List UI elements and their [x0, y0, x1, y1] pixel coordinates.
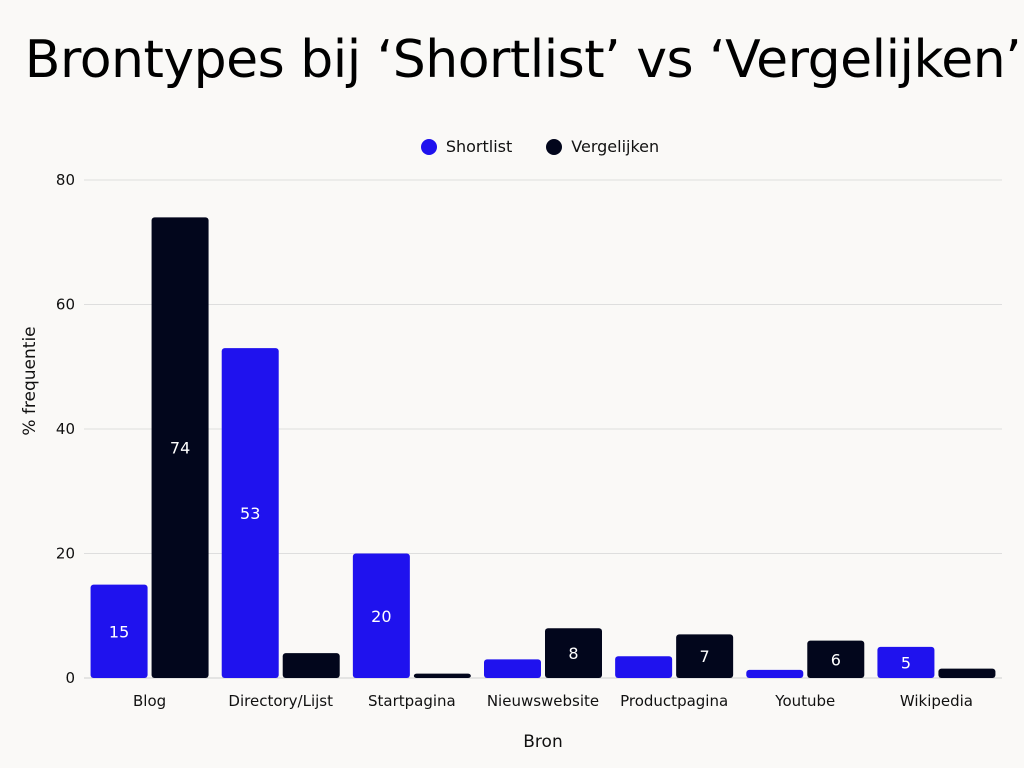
y-tick-label: 20 — [56, 545, 75, 563]
y-tick-label: 40 — [56, 420, 75, 438]
bar-vergelijken-wikipedia — [938, 668, 996, 678]
legend-item-shortlist: Shortlist — [420, 137, 513, 156]
bar-shortlist-productpagina — [615, 656, 673, 678]
legend-swatch-vergelijken — [546, 138, 563, 155]
bar-shortlist-youtube — [746, 669, 804, 678]
bar-vergelijken-blog — [151, 217, 209, 678]
y-tick-label: 60 — [56, 296, 75, 314]
bar-value-label: 20 — [371, 607, 391, 626]
legend-label-vergelijken: Vergelijken — [571, 137, 660, 156]
bar-value-label: 53 — [240, 504, 260, 523]
bar-shortlist-nieuwswebsite — [484, 659, 541, 678]
bar-value-label: 5 — [901, 653, 911, 672]
legend-item-vergelijken: Vergelijken — [546, 137, 659, 156]
bar-value-label: 7 — [700, 647, 710, 666]
bar-vergelijken-youtube — [807, 640, 865, 678]
bar-vergelijken-productpagina — [676, 634, 734, 678]
x-tick-label: Wikipedia — [900, 692, 973, 710]
bar-shortlist-wikipedia — [877, 646, 935, 678]
bar-value-label: 15 — [109, 622, 129, 641]
y-axis-title: % frequentie — [20, 326, 40, 435]
bar-vergelijken-directory-lijst — [282, 653, 340, 678]
legend-label-shortlist: Shortlist — [445, 137, 513, 156]
x-tick-label: Youtube — [774, 692, 835, 710]
y-tick-label: 80 — [56, 171, 75, 189]
y-tick-label: 0 — [65, 669, 75, 687]
bar-value-label: 8 — [568, 644, 578, 663]
bar-vergelijken-startpagina — [413, 673, 471, 678]
legend-swatch-shortlist — [420, 138, 437, 155]
x-tick-label: Directory/Lijst — [228, 692, 333, 710]
bar-shortlist-startpagina — [352, 553, 410, 678]
chart-title: Brontypes bij ‘Shortlist’ vs ‘Vergelijke… — [24, 30, 1022, 90]
x-axis-title: Bron — [523, 732, 562, 752]
x-tick-label: Startpagina — [368, 692, 456, 710]
x-tick-label: Blog — [133, 692, 166, 710]
bar-vergelijken-nieuwswebsite — [545, 628, 602, 678]
x-tick-label: Nieuwswebsite — [487, 692, 599, 710]
chart-legend: Shortlist Vergelijken — [0, 137, 1024, 156]
bar-shortlist-blog — [90, 584, 148, 678]
x-tick-label: Productpagina — [620, 692, 728, 710]
bar-value-label: 6 — [831, 650, 841, 669]
bar-value-label: 74 — [170, 439, 190, 458]
bar-shortlist-directory-lijst — [221, 348, 279, 678]
